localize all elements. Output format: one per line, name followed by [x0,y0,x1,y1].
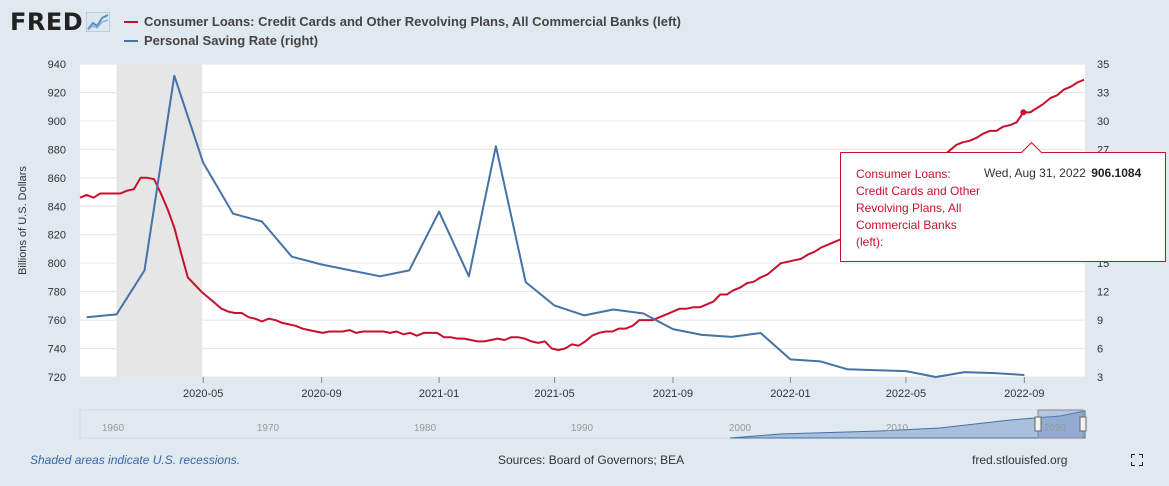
y-right-tick-label: 3 [1097,372,1103,384]
navigator-year-label: 1970 [257,423,280,434]
hover-point-marker [1020,109,1027,116]
y-left-tick-label: 720 [48,372,66,384]
y-left-tick-label: 920 [48,87,66,99]
y-left-tick-label: 740 [48,344,66,356]
fred-logo[interactable]: FRED [10,8,111,36]
legend-label: Personal Saving Rate (right) [144,33,319,48]
navigator-handle-left [1034,416,1042,432]
navigator-selection [1037,409,1084,439]
site-link[interactable]: fred.stlouisfed.org [972,453,1068,467]
y-left-tick-label: 800 [48,258,66,270]
y-left-tick-label: 780 [48,287,66,299]
y-left-tick-label: 760 [48,315,66,327]
tooltip-date-value: Wed, Aug 31, 2022 906.1084 [984,166,1141,180]
navigator-year-label: 1960 [102,423,125,434]
navigator-handle-right [1079,416,1087,432]
recession-note: Shaded areas indicate U.S. recessions. [30,453,241,467]
navigator-year-label: 2010 [886,423,909,434]
recession-shade [116,64,203,377]
y-right-tick-label: 33 [1097,87,1109,99]
chart-header: FRED Consumer Loans: Credit Cards and Ot… [0,0,1169,60]
x-tick-label: 2022-05 [886,388,926,400]
tooltip-date: Wed, Aug 31, 2022 [984,166,1086,180]
x-tick-label: 2022-09 [1004,388,1044,400]
y-right-tick-label: 9 [1097,315,1103,327]
y-left-tick-label: 940 [48,59,66,71]
logo-text: FRED [10,8,84,36]
data-tooltip: Consumer Loans: Credit Cards and Other R… [840,141,1166,262]
x-tick-label: 2021-09 [653,388,693,400]
legend-item-saving-rate[interactable]: Personal Saving Rate (right) [124,31,681,50]
sources-note: Sources: Board of Governors; BEA [498,453,685,467]
y-right-tick-label: 30 [1097,116,1109,128]
y-left-tick-label: 900 [48,116,66,128]
series-line-saving-rate [86,74,1025,378]
x-tick-label: 2021-01 [419,388,459,400]
y-left-tick-label: 840 [48,201,66,213]
x-tick-label: 2021-05 [534,388,574,400]
tooltip-series-label: Consumer Loans: Credit Cards and Other R… [856,167,981,249]
x-tick-label: 2022-01 [770,388,810,400]
legend: Consumer Loans: Credit Cards and Other R… [124,12,681,50]
y-right-tick-label: 35 [1097,59,1109,71]
y-left-tick-label: 820 [48,230,66,242]
navigator-year-label: 1990 [571,423,594,434]
y-right-tick-label: 6 [1097,344,1103,356]
legend-swatch-red [124,20,138,23]
y-right-tick-label: 12 [1097,287,1109,299]
legend-label: Consumer Loans: Credit Cards and Other R… [144,14,681,29]
x-tick-label: 2020-05 [183,388,223,400]
fullscreen-icon[interactable] [1131,454,1143,466]
navigator-year-label: 2020 [1044,423,1067,434]
navigator-year-label: 2000 [729,423,752,434]
y-left-axis-title: Billions of U.S. Dollars [17,166,29,275]
tooltip-value: 906.1084 [1091,166,1142,180]
navigator-year-label: 1980 [414,423,437,434]
logo-graph-icon [86,12,111,32]
x-tick-label: 2020-09 [301,388,341,400]
legend-item-consumer-loans[interactable]: Consumer Loans: Credit Cards and Other R… [124,12,681,31]
legend-swatch-blue [124,39,138,42]
y-left-tick-label: 880 [48,144,66,156]
y-left-tick-label: 860 [48,173,66,185]
